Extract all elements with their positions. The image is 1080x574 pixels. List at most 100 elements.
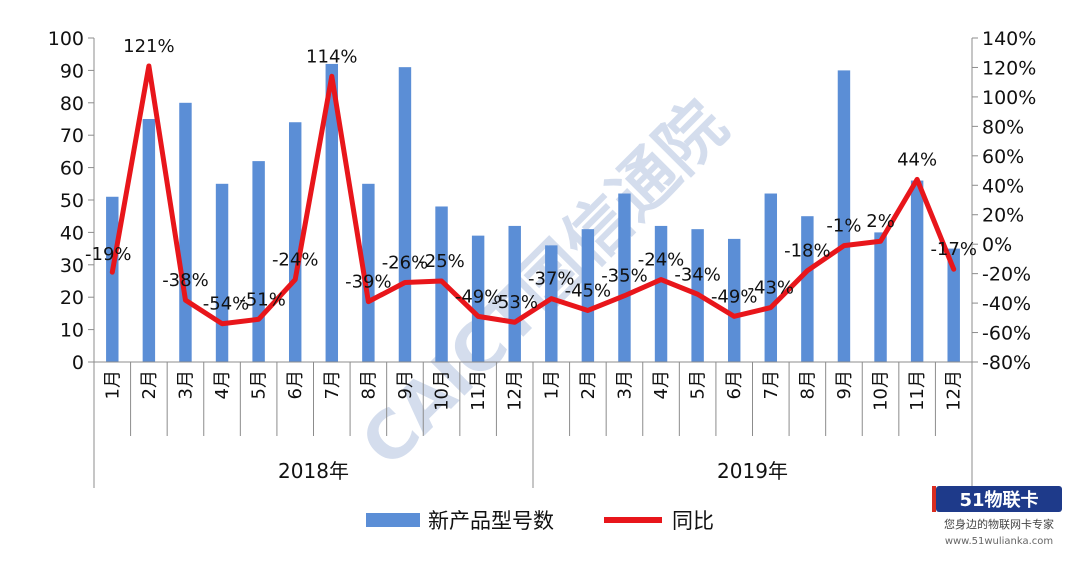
right-tick-label: 80% [982,116,1024,138]
bar [179,102,192,363]
left-tick-label: 0 [72,352,84,374]
left-tick-label: 30 [60,255,84,277]
bar [288,122,302,363]
month-label: 12月 [505,370,526,411]
left-tick-label: 70 [60,125,84,147]
right-tick-label: -20% [982,264,1031,286]
bar [910,180,924,362]
right-tick-label: 20% [982,205,1024,227]
month-label: 4月 [651,370,672,399]
line-data-label: -34% [674,264,721,285]
data-labels: -19% 121% -38% -54%-51% -24% 114% -39%-26%-25%… [85,36,977,315]
bar [398,67,412,362]
left-tick-label: 40 [60,222,84,244]
right-tick-label: 120% [982,57,1036,79]
month-label: 4月 [212,370,233,399]
legend-swatch-bars [366,513,420,527]
line-data-label: -1% [826,216,861,237]
line-data-label: -54% [203,294,250,315]
legend-label-bars: 新产品型号数 [428,509,554,533]
line-data-label: -35% [601,266,648,287]
month-label: 6月 [724,370,745,399]
legend-label-line: 同比 [672,509,714,533]
bar [215,183,229,362]
right-tick-label: 60% [982,146,1024,168]
month-label: 11月 [468,370,489,411]
line-data-label: -25% [418,251,465,272]
year-label: 2018年 [278,459,349,483]
line-data-label: -37% [528,269,575,290]
logo-brand-mark: 51物联卡 [959,489,1038,511]
bar [727,238,741,362]
line-data-label: -49% [711,286,758,307]
month-label: 5月 [249,370,270,399]
line-data-label: -26% [382,252,429,273]
left-tick-label: 10 [60,320,84,342]
logo-tagline: 您身边的物联网卡专家 [944,517,1054,531]
line-data-label: -51% [239,289,286,310]
line-data-label: -18% [784,241,831,262]
axes: 0 10 20 30 40 50 60 70 80 90 100 -80% -60% -40% -20% 0%… [48,28,1037,374]
month-label: 8月 [358,370,379,399]
bar [801,216,814,362]
line-data-label: 2% [866,211,895,232]
x-axis: 1月 2月 3月 4月 5月 6月 7月 8月 9月 10月 11月 12月 1月 2月 3月 4月 5月 6月 7… [93,361,973,488]
line-data-label: -39% [345,272,392,293]
month-label: 10月 [871,370,892,411]
left-tick-label: 100 [48,28,84,50]
line-data-label: -49% [455,286,502,307]
year-label: 2019年 [717,459,788,483]
bar [654,225,668,362]
line-data-label: -38% [162,270,209,291]
line-series [109,63,957,327]
bar [618,193,631,362]
bar [508,225,521,362]
bar [252,161,265,362]
left-tick-label: 90 [60,60,84,82]
line-data-label: -53% [491,292,538,313]
left-tick-label: 50 [60,190,84,212]
bar [471,235,485,362]
line-data-label: -43% [748,278,795,299]
logo-accent-bar [932,486,936,512]
month-label: 5月 [688,370,709,399]
line-data-label: -24% [272,250,319,271]
bar [764,193,778,362]
month-label: 2月 [139,370,160,399]
bar [947,248,960,362]
right-tick-label: 40% [982,175,1024,197]
bar [581,229,595,362]
month-label: 3月 [614,370,635,399]
bar-series [106,63,960,363]
left-tick-label: 60 [60,158,84,180]
month-label: 9月 [834,370,855,399]
right-tick-label: -80% [982,352,1031,374]
month-label: 1月 [102,370,123,399]
right-tick-label: -60% [982,323,1031,345]
right-tick-label: -40% [982,293,1031,315]
month-label: 11月 [907,370,928,411]
bar [106,196,119,362]
bar [837,70,851,363]
bar [874,232,887,362]
left-tick-label: 20 [60,287,84,309]
line-data-label: -24% [638,250,685,271]
right-tick-label: 140% [982,28,1036,50]
bar [325,63,339,363]
line-data-label: 121% [123,36,174,57]
bar [545,245,558,362]
month-label: 1月 [541,370,562,399]
bar [362,183,375,362]
month-label: 8月 [797,370,818,399]
line-data-label: 44% [897,149,937,170]
month-label: 3月 [175,370,196,399]
month-label: 6月 [285,370,306,399]
line-data-label: -17% [930,239,977,260]
line-data-label: -19% [85,244,132,265]
line-data-label: -45% [565,280,612,301]
month-label: 10月 [432,370,453,411]
month-label: 2月 [578,370,599,399]
